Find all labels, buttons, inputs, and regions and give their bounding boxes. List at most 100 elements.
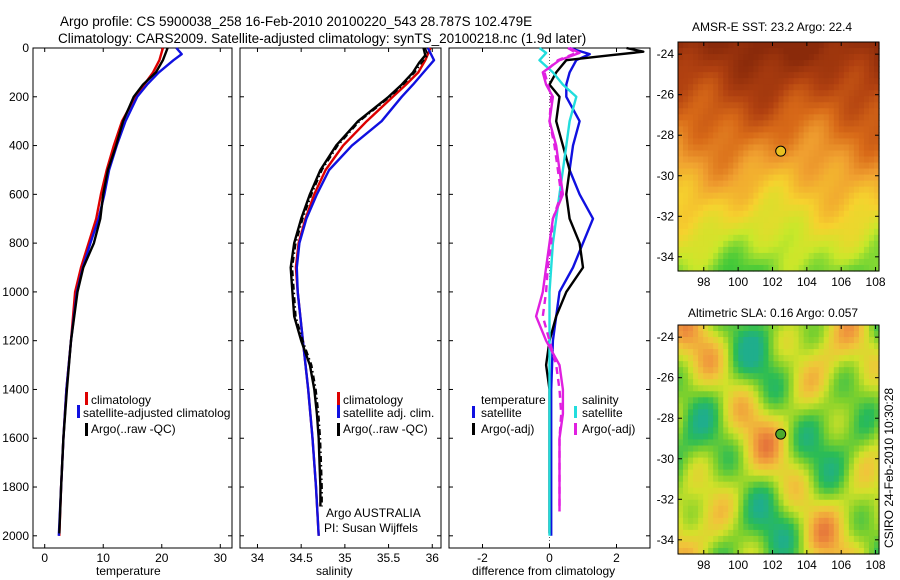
map-cell — [733, 162, 739, 170]
map-cell — [748, 361, 754, 368]
map-cell — [768, 186, 775, 194]
map-cell — [688, 222, 694, 230]
map-cell — [813, 439, 820, 447]
map-cell — [763, 493, 770, 501]
map-cell — [828, 48, 835, 55]
map-cell — [693, 409, 699, 416]
map-cell — [793, 204, 800, 212]
map-cell — [688, 174, 694, 182]
y-tick-label: 1200 — [2, 334, 29, 348]
map-cell — [808, 144, 815, 152]
map-cell — [793, 421, 800, 429]
map-cell — [753, 445, 760, 453]
map-cell — [763, 343, 770, 350]
map-cell — [693, 168, 699, 176]
map-cell — [713, 240, 719, 248]
map-cell — [773, 246, 780, 254]
map-cell — [683, 511, 689, 519]
map-cell — [833, 337, 840, 344]
map-cell — [823, 463, 830, 471]
map-cell — [843, 162, 850, 170]
map-cell — [733, 451, 739, 459]
map-cell — [798, 60, 805, 67]
map-cell — [813, 517, 820, 525]
x-tick-label: 104 — [797, 558, 817, 572]
map-cell — [698, 373, 704, 380]
map-cell — [738, 90, 744, 97]
map-cell — [858, 204, 865, 212]
map-cell — [693, 258, 699, 266]
map-cell — [798, 234, 805, 242]
map-cell — [708, 90, 714, 97]
map-cell — [873, 475, 880, 483]
map-cell — [848, 228, 855, 236]
map-cell — [703, 481, 709, 489]
map-cell — [873, 120, 880, 127]
map-cell — [768, 469, 775, 477]
map-cell — [788, 216, 795, 224]
map-cell — [753, 42, 760, 49]
map-cell — [773, 493, 780, 501]
map-cell — [748, 481, 754, 489]
map-cell — [728, 132, 734, 140]
map-cell — [743, 403, 749, 410]
map-cell — [773, 355, 780, 362]
map-cell — [803, 102, 810, 109]
map-cell — [773, 403, 780, 410]
map-cell — [868, 132, 875, 140]
map-cell — [853, 198, 860, 206]
map-cell — [858, 421, 865, 429]
map-cell — [728, 42, 734, 49]
map-cell — [843, 192, 850, 200]
map-cell — [693, 331, 699, 338]
map-cell — [793, 487, 800, 495]
map-cell — [688, 367, 694, 374]
map-cell — [823, 240, 830, 248]
map-cell — [848, 252, 855, 260]
map-cell — [838, 216, 845, 224]
map-cell — [858, 90, 865, 97]
map-cell — [873, 325, 880, 332]
map-cell — [688, 403, 694, 410]
map-cell — [813, 144, 820, 152]
map-cell — [868, 78, 875, 85]
map-cell — [838, 379, 845, 386]
map-cell — [843, 210, 850, 218]
map-cell — [703, 186, 709, 194]
map-cell — [688, 210, 694, 218]
y-tick-label: -28 — [657, 128, 675, 142]
map-cell — [698, 108, 704, 115]
map-cell — [803, 240, 810, 248]
map-cell — [718, 361, 724, 368]
map-cell — [783, 204, 790, 212]
map-cell — [803, 361, 810, 368]
map-cell — [703, 48, 709, 55]
map-cell — [758, 409, 765, 416]
map-cell — [793, 529, 800, 537]
map-cell — [823, 48, 830, 55]
map-cell — [778, 487, 785, 495]
map-cell — [863, 541, 870, 549]
map-cell — [728, 144, 734, 152]
map-cell — [798, 186, 805, 194]
map-cell — [828, 132, 835, 140]
map-cell — [868, 523, 875, 531]
map-cell — [823, 523, 830, 531]
map-cell — [818, 403, 825, 410]
map-cell — [798, 150, 805, 158]
map-cell — [818, 264, 825, 272]
map-cell — [813, 415, 820, 423]
map-cell — [768, 168, 775, 176]
map-cell — [788, 421, 795, 429]
map-cell — [678, 523, 684, 531]
map-cell — [823, 216, 830, 224]
map-cell — [803, 252, 810, 260]
map-cell — [763, 505, 770, 513]
map-cell — [768, 90, 775, 97]
map-cell — [773, 138, 780, 146]
map-cell — [683, 541, 689, 549]
map-cell — [778, 126, 785, 133]
map-cell — [873, 162, 880, 170]
map-cell — [803, 493, 810, 501]
x-tick-label: 10 — [97, 551, 111, 565]
